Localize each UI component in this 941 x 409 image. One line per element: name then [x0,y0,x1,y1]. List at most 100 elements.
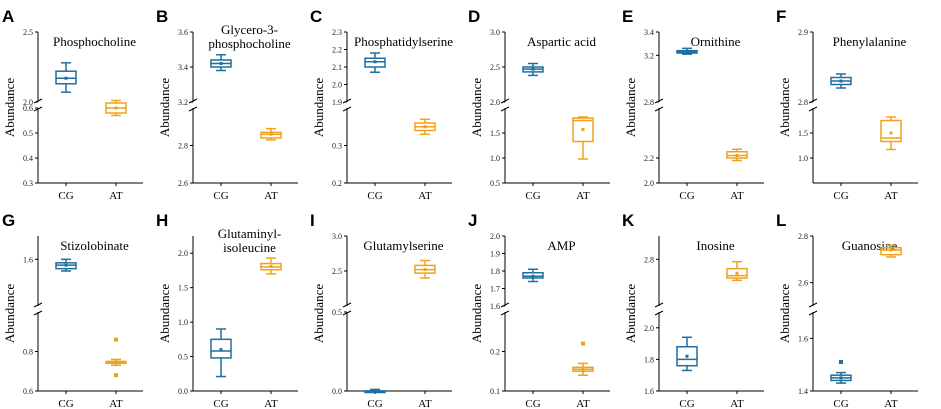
panel-letter: A [2,7,14,26]
mean-marker [423,125,427,129]
x-category-label: CG [679,398,694,409]
x-category-label: AT [264,398,278,409]
axis-break-mark [500,106,510,112]
panel-letter: B [156,7,168,26]
panel-b: B Abundance Glycero-3-phosphocholine 3.2 3.4… [156,7,298,202]
box-body [880,119,902,143]
mean-marker [889,248,893,252]
box-cg [830,73,852,89]
panel-g: G Abundance Stizolobinate 1.6 0.6 0.8 CG AT [2,211,143,409]
panel-letter: F [776,7,786,26]
mean-marker [114,106,118,110]
y-tick-label: 2.3 [332,28,342,37]
y-tick-label: 2.0 [644,179,654,188]
y-tick-label: 1.8 [644,355,654,364]
mean-marker [685,354,689,358]
axis-break-mark [342,310,352,316]
y-tick-label: 2.2 [332,46,342,55]
box-body [572,117,594,143]
panel-f: F Abundance Phenylalanine 2.8 2.9 1.0 1.5 CG AT [776,7,918,202]
box-body [364,57,386,68]
x-category-label: CG [525,398,540,409]
y-tick-label: 1.5 [798,129,808,138]
box-body [726,267,748,279]
mean-marker [373,60,377,64]
axis-break-mark [33,302,43,308]
outlier-point [114,337,118,342]
panel-letter: H [156,211,168,230]
box-at [414,118,436,135]
plot-title: Phenylalanine [833,34,907,49]
y-tick-label: 3.4 [644,28,654,37]
plot-title: Stizolobinate [60,238,129,253]
box-cg [522,62,544,77]
y-axis-label: Abundance [777,78,792,137]
y-tick-label: 1.6 [644,387,654,396]
mean-marker [531,67,535,71]
mean-marker [839,376,843,380]
axis-break-mark [188,106,198,112]
y-tick-label: 0.3 [23,179,33,188]
panel-i: I Abundance Glutamylserine 2.5 3.0 0.0 0.5 CG AT [310,211,452,409]
y-tick-label: 2.0 [23,98,33,107]
box-cg [364,388,386,394]
box-cg [676,47,698,55]
y-tick-label: 1.5 [178,284,188,293]
y-tick-label: 2.0 [490,98,500,107]
panel-letter: E [622,7,633,26]
panel-j: J Abundance AMP 1.6 1.7 1.8 1.9 2.0 0.1 0.2 CG AT [468,211,610,409]
panel-c: C Abundance Phosphatidylserine 1.9 2.0 2.1 2.2… [310,7,453,202]
y-tick-label: 1.7 [490,285,500,294]
x-category-label: AT [418,190,432,202]
axis-break-mark [808,106,818,112]
y-tick-label: 0.5 [332,308,342,317]
y-tick-label: 0.5 [490,179,500,188]
plot-title: AMP [547,238,575,253]
y-axis-label: Abundance [311,284,326,343]
y-tick-label: 1.0 [798,154,808,163]
y-tick-label: 0.4 [23,154,33,163]
plot-title: Phosphatidylserine [354,34,453,49]
y-tick-label: 0.6 [23,387,33,396]
y-tick-label: 2.8 [644,98,654,107]
box-at [414,259,436,279]
x-category-label: CG [213,398,228,409]
box-cg [55,62,77,93]
x-category-label: CG [58,398,73,409]
y-axis-label: Abundance [469,284,484,343]
axis-break-mark [342,302,352,308]
box-cg [522,268,544,283]
box-at [726,148,748,162]
y-tick-label: 2.8 [798,232,808,241]
y-axis-label: Abundance [469,78,484,137]
x-category-label: CG [833,398,848,409]
axis-break-mark [500,310,510,316]
y-tick-label: 2.9 [798,28,808,37]
y-tick-label: 0.2 [490,348,500,357]
x-category-label: AT [730,190,744,202]
plot-title: Glutamylserine [363,238,443,253]
y-tick-label: 0.0 [332,387,342,396]
axis-break-mark [808,302,818,308]
plot-title: Aspartic acid [527,34,596,49]
plot-title: Phosphocholine [53,34,136,49]
mean-marker [581,367,585,371]
box-cg [210,328,232,378]
axis-break-mark [808,310,818,316]
panel-e: E Abundance Ornithine 2.8 3.2 3.4 2.0 2.2 CG AT [622,7,764,202]
y-tick-label: 2.8 [178,142,188,151]
y-tick-label: 1.8 [490,267,500,276]
box-cg [676,336,698,372]
y-tick-label: 2.5 [332,267,342,276]
x-category-label: CG [525,190,540,202]
box-at [726,260,748,282]
y-tick-label: 0.8 [23,348,33,357]
y-axis-label: Abundance [157,284,172,343]
panel-letter: I [310,211,315,230]
box-body [676,346,698,367]
y-tick-label: 3.6 [178,28,188,37]
panel-letter: J [468,211,477,230]
mean-marker [889,131,893,135]
